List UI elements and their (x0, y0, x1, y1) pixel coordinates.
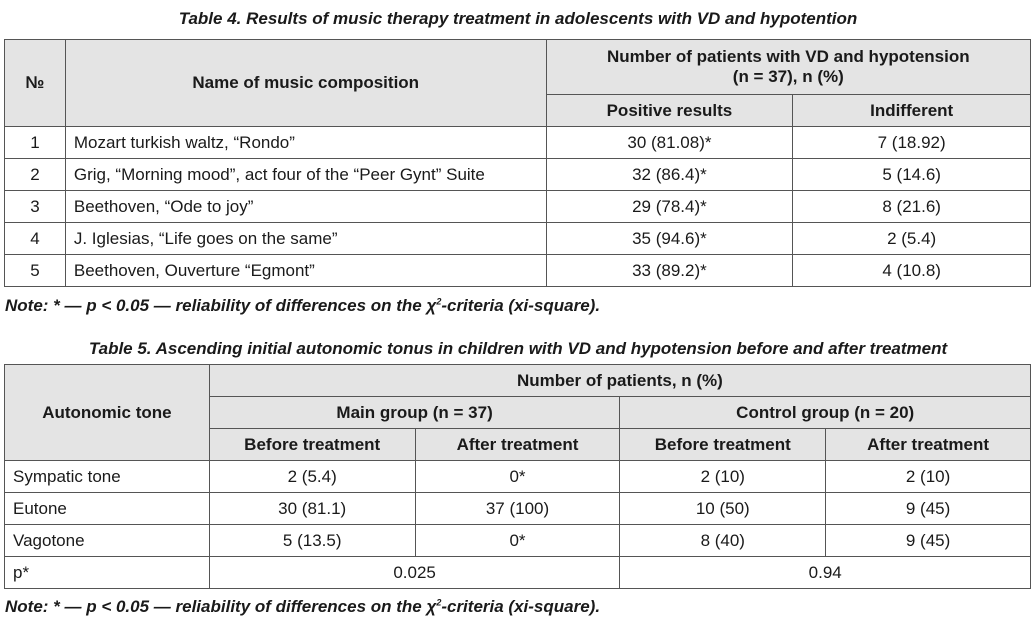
note-sup: 2 (436, 597, 442, 608)
row-positive: 33 (89.2)* (545, 254, 794, 287)
table5-header-control-before: Before treatment (619, 428, 827, 461)
table-row: 5 Beethoven, Ouverture “Egmont” 33 (89.2… (4, 254, 1031, 287)
table-row: Vagotone 5 (13.5) 0* 8 (40) 9 (45) (4, 524, 1031, 557)
row-indifferent: 4 (10.8) (792, 254, 1031, 287)
row-num: 2 (4, 158, 66, 191)
row-composition: Beethoven, Ouverture “Egmont” (64, 254, 547, 287)
row-main-before: 5 (13.5) (208, 524, 416, 557)
row-control-before: 8 (40) (619, 524, 827, 557)
table-row: Sympatic tone 2 (5.4) 0* 2 (10) 2 (10) (4, 460, 1031, 493)
note-suffix: -criteria (xi-square). (441, 296, 601, 315)
table4-header-patients: Number of patients with VD and hypotensi… (545, 39, 1032, 95)
row-positive: 35 (94.6)* (545, 222, 794, 255)
note-sup: 2 (436, 296, 442, 307)
table4-header-patients-label: Number of patients with VD and hypotensi… (606, 47, 970, 66)
note-suffix: -criteria (xi-square). (441, 597, 601, 616)
row-main-before: 30 (81.1) (208, 492, 416, 525)
table-row: 4 J. Iglesias, “Life goes on the same” 3… (4, 222, 1031, 255)
table5-title: Table 5. Ascending initial autonomic ton… (88, 339, 948, 358)
table5-header-main-before: Before treatment (208, 428, 416, 461)
table-row: 3 Beethoven, “Ode to joy” 29 (78.4)* 8 (… (4, 190, 1031, 223)
note-prefix: Note: * — p < 0.05 — reliability of diff… (5, 296, 437, 315)
row-composition: Mozart turkish waltz, “Rondo” (64, 126, 547, 159)
row-main-after: 0* (414, 460, 621, 493)
table5-header-control: Control group (n = 20) (619, 396, 1031, 429)
row-positive: 30 (81.08)* (545, 126, 794, 159)
table5-header-patients: Number of patients, n (%) (208, 364, 1032, 397)
row-control-after: 9 (45) (825, 492, 1031, 525)
row-control-before: 10 (50) (619, 492, 827, 525)
note-prefix: Note: * — p < 0.05 — reliability of diff… (5, 597, 437, 616)
table4-header-positive: Positive results (545, 94, 794, 127)
row-p-label: p* (4, 556, 210, 589)
row-num: 1 (4, 126, 66, 159)
table4: № Name of music composition Number of pa… (4, 39, 1032, 287)
row-main-before: 2 (5.4) (208, 460, 416, 493)
table4-header-name: Name of music composition (64, 39, 547, 127)
row-positive: 32 (86.4)* (545, 158, 794, 191)
row-main-after: 37 (100) (414, 492, 621, 525)
row-control-after: 9 (45) (825, 524, 1031, 557)
row-tone: Eutone (4, 492, 210, 525)
table5-header-control-after: After treatment (825, 428, 1031, 461)
table4-header-indifferent: Indifferent (792, 94, 1031, 127)
table-row: Eutone 30 (81.1) 37 (100) 10 (50) 9 (45) (4, 492, 1031, 525)
table-row: 2 Grig, “Morning mood”, act four of the … (4, 158, 1031, 191)
row-composition: Beethoven, “Ode to joy” (64, 190, 547, 223)
row-indifferent: 5 (14.6) (792, 158, 1031, 191)
row-indifferent: 2 (5.4) (792, 222, 1031, 255)
row-num: 3 (4, 190, 66, 223)
table5: Autonomic tone Number of patients, n (%)… (4, 364, 1032, 589)
row-composition: Grig, “Morning mood”, act four of the “P… (64, 158, 547, 191)
row-control-after: 2 (10) (825, 460, 1031, 493)
table4-note: Note: * — p < 0.05 — reliability of diff… (5, 296, 600, 316)
row-indifferent: 8 (21.6) (792, 190, 1031, 223)
table4-title: Table 4. Results of music therapy treatm… (178, 9, 858, 28)
table5-header-main: Main group (n = 37) (208, 396, 621, 429)
row-tone: Vagotone (4, 524, 210, 557)
row-positive: 29 (78.4)* (545, 190, 794, 223)
table5-header-main-after: After treatment (414, 428, 621, 461)
row-composition: J. Iglesias, “Life goes on the same” (64, 222, 547, 255)
table5-note: Note: * — p < 0.05 — reliability of diff… (5, 597, 600, 617)
row-indifferent: 7 (18.92) (792, 126, 1031, 159)
table-row: 1 Mozart turkish waltz, “Rondo” 30 (81.0… (4, 126, 1031, 159)
table4-header-num: № (4, 39, 66, 127)
row-tone: Sympatic tone (4, 460, 210, 493)
row-control-before: 2 (10) (619, 460, 827, 493)
table5-header-tone: Autonomic tone (4, 364, 210, 461)
row-num: 5 (4, 254, 66, 287)
table-row: p* 0.025 0.94 (4, 556, 1031, 589)
row-num: 4 (4, 222, 66, 255)
row-main-after: 0* (414, 524, 621, 557)
row-p-main: 0.025 (208, 556, 621, 589)
row-p-control: 0.94 (619, 556, 1031, 589)
table4-header-patients-n: (n = 37), n (%) (732, 67, 844, 86)
